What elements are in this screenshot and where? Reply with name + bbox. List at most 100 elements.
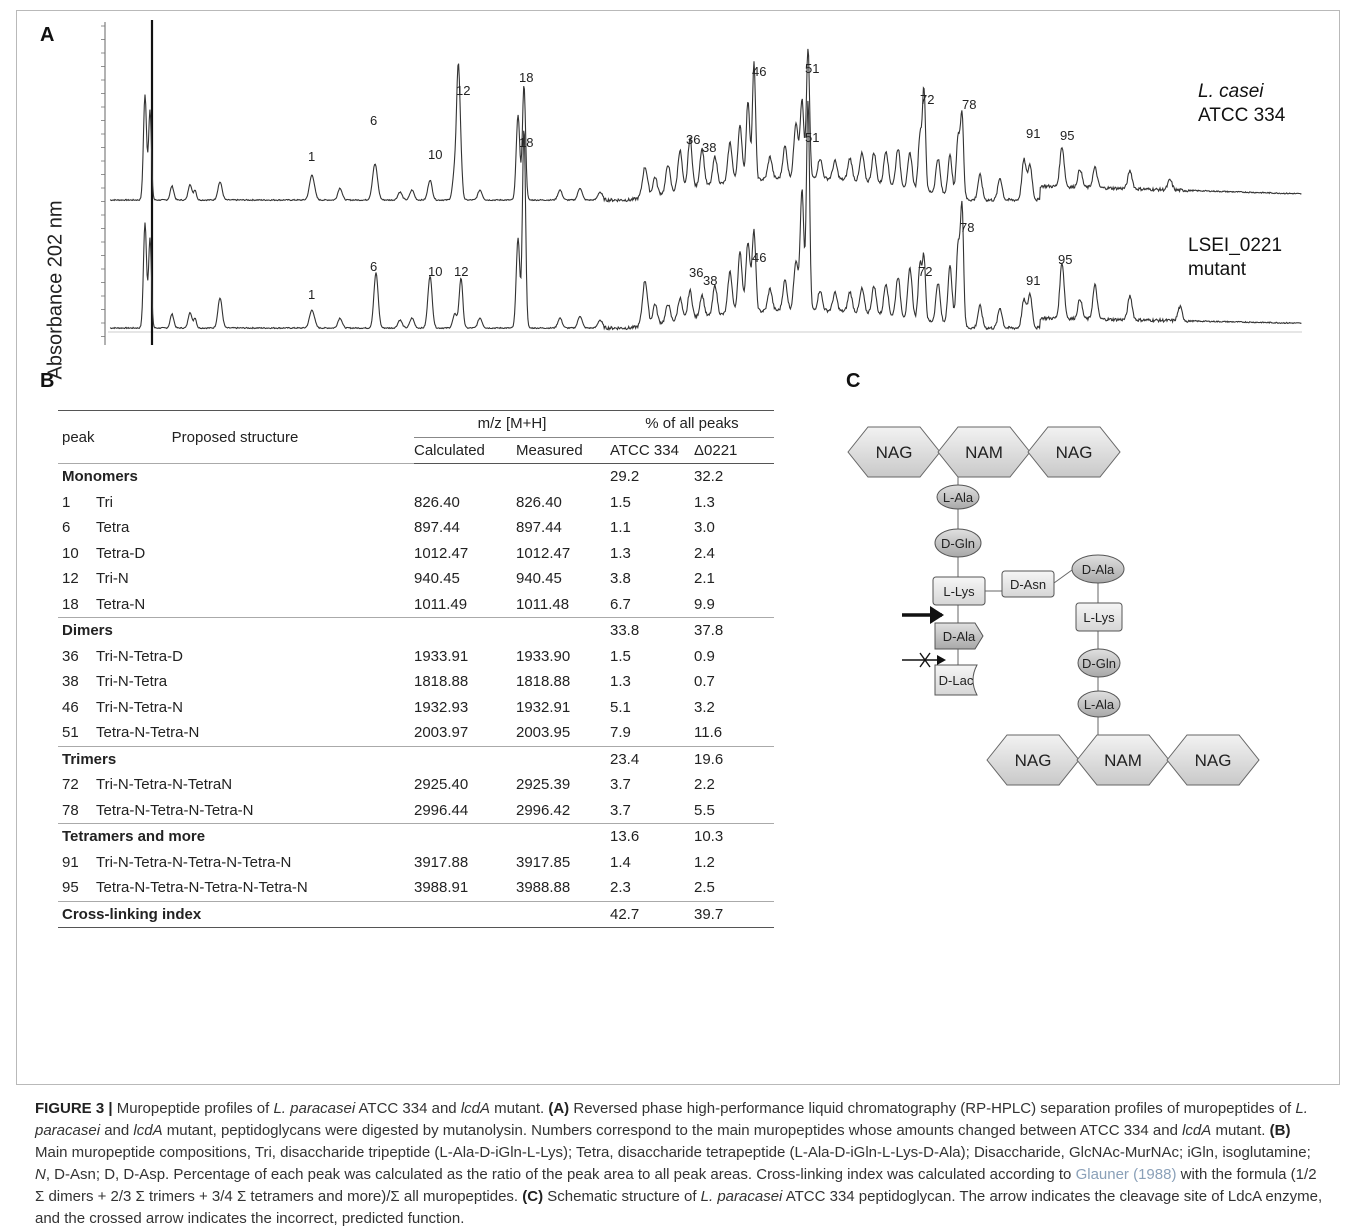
cell-measured: 1933.90 [516, 647, 571, 665]
table-row: 95 Tetra-N-Tetra-N-Tetra-N-Tetra-N 3988.91… [58, 875, 774, 901]
cell-structure: Tetra-N-Tetra-N-Tetra-N-Tetra-N [96, 879, 308, 897]
table-row: 51 Tetra-N-Tetra-N 2003.97 2003.95 7.9 11.6 [58, 720, 774, 746]
cell-calculated: 1012.47 [414, 544, 469, 562]
cell-measured: 940.45 [516, 570, 562, 588]
cell-atcc: 13.6 [610, 823, 694, 850]
cell-structure: Tri [96, 493, 113, 511]
cell-structure: Tri-N [96, 570, 129, 588]
cell-atcc: 2.3 [610, 879, 631, 897]
peak-label: 72 [920, 92, 934, 107]
cell-atcc: 1.5 [610, 647, 631, 665]
section-label: Dimers [58, 617, 414, 644]
cell-calculated: 940.45 [414, 570, 460, 588]
aa-l-lys-right: L-Lys [1075, 602, 1123, 632]
table-section-row: Monomers 29.2 32.2 [58, 463, 774, 490]
cell-atcc: 1.3 [610, 544, 631, 562]
peptidoglycan-schematic: NAG NAM NAG L-Ala D-Gln L-Lys D-Ala D-Lac D-Asn D… [847, 426, 1260, 786]
cell-measured: 2003.95 [516, 724, 571, 742]
cell-measured: 2996.42 [516, 801, 571, 819]
cell-mutant: 1.3 [694, 493, 715, 511]
header-atcc: ATCC 334 [610, 437, 694, 464]
cell-atcc: 3.7 [610, 801, 631, 819]
table-section-row: Trimers 23.4 19.6 [58, 745, 774, 772]
peak-label: 12 [456, 83, 470, 98]
trace-atcc334 [109, 48, 1302, 204]
series-label-2: LSEI_0221 mutant [1188, 235, 1283, 280]
peak-label: 10 [428, 264, 442, 279]
svg-text:D-Gln: D-Gln [941, 536, 975, 551]
peak-label: 95 [1058, 252, 1072, 267]
cell-structure: Tri-N-Tetra-N-Tetra-N-Tetra-N [96, 853, 292, 871]
cell-atcc: 1.5 [610, 493, 631, 511]
cell-peak: 51 [62, 724, 79, 742]
table-row: 1 Tri 826.40 826.40 1.5 1.3 [58, 490, 774, 516]
table-row: 91 Tri-N-Tetra-N-Tetra-N-Tetra-N 3917.88 39… [58, 850, 774, 876]
cell-mutant: 11.6 [694, 724, 723, 742]
svg-text:L-Ala: L-Ala [943, 490, 974, 505]
cell-structure: Tri-N-Tetra-D [96, 647, 183, 665]
cell-mutant: 1.2 [694, 853, 715, 871]
cell-atcc: 23.4 [610, 745, 694, 772]
cell-structure: Tetra-N-Tetra-N [96, 724, 200, 742]
cell-peak: 1 [62, 493, 71, 511]
cell-structure: Tetra-N [96, 595, 146, 613]
panel-label-b: B [40, 370, 55, 392]
figure-caption: FIGURE 3 | Muropeptide profiles of L. pa… [35, 1100, 1323, 1227]
cell-peak: 10 [62, 544, 79, 562]
reference-link[interactable]: Glauner (1988) [1075, 1166, 1177, 1183]
svg-text:L-Lys: L-Lys [943, 584, 975, 599]
muropeptide-table: peak Proposed structure m/z [M+H] % of a… [58, 410, 774, 928]
table-row: 78 Tetra-N-Tetra-N-Tetra-N 2996.44 2996.42 3… [58, 798, 774, 824]
svg-text:D-Ala: D-Ala [1082, 562, 1115, 577]
sugar-nam: NAM [1076, 734, 1170, 786]
peak-label: 38 [703, 273, 717, 288]
cell-atcc: 42.7 [610, 900, 694, 928]
table-row: 6 Tetra 897.44 897.44 1.1 3.0 [58, 515, 774, 541]
peak-label: 18 [519, 70, 533, 85]
table-row: 12 Tri-N 940.45 940.45 3.8 2.1 [58, 566, 774, 592]
cell-structure: Tetra-N-Tetra-N-Tetra-N [96, 801, 254, 819]
cell-mutant: 19.6 [694, 745, 774, 772]
cell-atcc: 33.8 [610, 617, 694, 644]
svg-text:NAG: NAG [1015, 751, 1052, 770]
sugar-nag: NAG [1027, 426, 1121, 478]
table-row: 46 Tri-N-Tetra-N 1932.93 1932.91 5.1 3.2 [58, 695, 774, 721]
sugar-nag: NAG [847, 426, 941, 478]
svg-text:NAG: NAG [1056, 443, 1093, 462]
cell-mutant: 2.4 [694, 544, 715, 562]
table-row: 10 Tetra-D 1012.47 1012.47 1.3 2.4 [58, 541, 774, 567]
table-section-row: Dimers 33.8 37.8 [58, 617, 774, 644]
peak-label: 38 [702, 140, 716, 155]
header-calculated: Calculated [414, 437, 516, 464]
sugar-nag: NAG [986, 734, 1080, 786]
peak-label: 95 [1060, 128, 1074, 143]
peak-label: 72 [918, 264, 932, 279]
cell-measured: 1818.88 [516, 673, 571, 691]
aa-l-ala: L-Ala [936, 484, 980, 510]
cell-mutant: 2.2 [694, 776, 715, 794]
trace-mutant [109, 100, 1302, 332]
cell-mutant: 37.8 [694, 617, 774, 644]
header-mz: m/z [M+H] [414, 410, 610, 438]
svg-text:D-Gln: D-Gln [1082, 656, 1116, 671]
cell-structure: Tri-N-Tetra [96, 673, 168, 691]
cell-mutant: 9.9 [694, 595, 715, 613]
cell-calculated: 1933.91 [414, 647, 469, 665]
cell-calculated: 2925.40 [414, 776, 469, 794]
header-structure: Proposed structure [96, 410, 414, 464]
cell-peak: 78 [62, 801, 79, 819]
cell-atcc: 3.7 [610, 776, 631, 794]
header-measured: Measured [516, 437, 610, 464]
cell-mutant: 10.3 [694, 823, 774, 850]
peak-label: 51 [805, 61, 819, 76]
figure-panel [16, 10, 1340, 1085]
sugar-nag: NAG [1166, 734, 1260, 786]
cell-calculated: 826.40 [414, 493, 460, 511]
cell-structure: Tri-N-Tetra-N [96, 698, 183, 716]
cell-calculated: 3988.91 [414, 879, 469, 897]
peak-label: 36 [689, 265, 703, 280]
cell-mutant: 5.5 [694, 801, 715, 819]
series-label-1: L. casei ATCC 334 [1198, 81, 1286, 126]
aa-l-ala-right: L-Ala [1077, 690, 1121, 718]
